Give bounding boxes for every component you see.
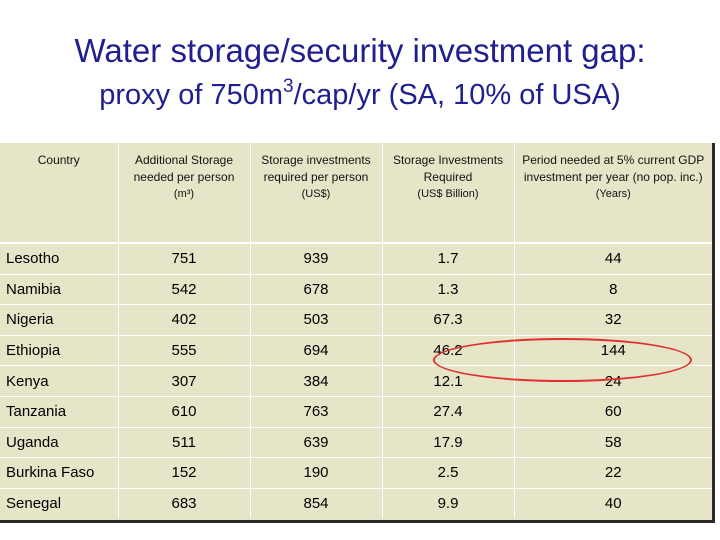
cell-investment-per-person: 694: [249, 335, 382, 367]
title-text-post: /cap/yr (SA, 10% of USA): [293, 79, 621, 111]
cell-period-years: 144: [513, 335, 712, 367]
table-row: Burkina Faso 152 190 2.5 22: [0, 457, 712, 489]
cell-investment-per-person: 763: [249, 396, 382, 428]
cell-period-years: 8: [513, 274, 712, 306]
cell-investment-per-person: 854: [249, 488, 382, 519]
cell-investment-required: 9.9: [381, 488, 514, 519]
cell-additional-storage: 610: [117, 396, 250, 428]
table-body: Lesotho 751 939 1.7 44 Namibia 542 678 1.3 8 Niger…: [0, 243, 712, 519]
cell-investment-required: 1.3: [381, 274, 514, 306]
cell-additional-storage: 402: [117, 304, 250, 336]
cell-period-years: 60: [513, 396, 712, 428]
cell-country: Tanzania: [0, 396, 118, 428]
table-row: Tanzania 610 763 27.4 60: [0, 396, 712, 428]
cell-investment-per-person: 503: [249, 304, 382, 336]
cell-investment-required: 12.1: [381, 365, 514, 397]
cell-additional-storage: 542: [117, 274, 250, 306]
cell-period-years: 44: [513, 243, 712, 275]
cell-additional-storage: 555: [117, 335, 250, 367]
header-unit: (Years): [595, 188, 631, 200]
header-investment-required: Storage Investments Required (US$ Billion…: [381, 143, 514, 244]
table-row: Senegal 683 854 9.9 40: [0, 488, 712, 519]
header-main: Country: [37, 153, 80, 167]
table-row: Nigeria 402 503 67.3 32: [0, 304, 712, 336]
cell-period-years: 22: [513, 457, 712, 489]
header-unit: (US$ Billion): [417, 188, 479, 200]
table-row: Lesotho 751 939 1.7 44: [0, 243, 712, 275]
cell-investment-per-person: 190: [249, 457, 382, 489]
header-period-needed: Period needed at 5% current GDP investme…: [513, 143, 712, 244]
title-text-pre: proxy of 750m: [99, 79, 283, 111]
header-main: Period needed at 5% current GDP investme…: [522, 153, 705, 184]
cell-investment-required: 46.2: [381, 335, 514, 367]
header-main: Storage Investments Required: [392, 153, 504, 184]
cell-investment-required: 67.3: [381, 304, 514, 336]
title-superscript: 3: [283, 76, 294, 97]
cell-investment-required: 1.7: [381, 243, 514, 275]
cell-country: Lesotho: [0, 243, 118, 275]
header-unit: (US$): [301, 188, 331, 200]
table-row: Ethiopia 555 694 46.2 144: [0, 335, 712, 367]
cell-country: Uganda: [0, 427, 118, 459]
cell-country: Kenya: [0, 365, 118, 397]
cell-period-years: 24: [513, 365, 712, 397]
header-investment-per-person: Storage investments required per person (…: [249, 143, 382, 244]
cell-investment-per-person: 639: [249, 427, 382, 459]
cell-investment-required: 27.4: [381, 396, 514, 428]
slide-title-line-2: proxy of 750m3/cap/yr (SA, 10% of USA): [0, 76, 720, 112]
slide-title-line-1: Water storage/security investment gap:: [74, 32, 646, 69]
cell-additional-storage: 307: [117, 365, 250, 397]
cell-investment-per-person: 384: [249, 365, 382, 397]
cell-investment-per-person: 939: [249, 243, 382, 275]
cell-period-years: 40: [513, 488, 712, 519]
cell-additional-storage: 511: [117, 427, 250, 459]
cell-country: Nigeria: [0, 304, 118, 336]
cell-additional-storage: 152: [117, 457, 250, 489]
investment-gap-table-container: Country Additional Storage needed per pe…: [0, 143, 715, 523]
header-main: Storage investments required per person: [261, 153, 371, 184]
header-additional-storage: Additional Storage needed per person (m³): [117, 143, 250, 244]
cell-period-years: 58: [513, 427, 712, 459]
header-country: Country: [0, 143, 118, 244]
cell-additional-storage: 683: [117, 488, 250, 519]
cell-country: Ethiopia: [0, 335, 118, 367]
cell-country: Namibia: [0, 274, 118, 306]
cell-period-years: 32: [513, 304, 712, 336]
cell-investment-required: 2.5: [381, 457, 514, 489]
cell-country: Burkina Faso: [0, 457, 118, 489]
cell-investment-per-person: 678: [249, 274, 382, 306]
table-row: Kenya 307 384 12.1 24: [0, 365, 712, 397]
investment-gap-table: Country Additional Storage needed per pe…: [0, 143, 712, 519]
cell-additional-storage: 751: [117, 243, 250, 275]
cell-investment-required: 17.9: [381, 427, 514, 459]
table-row: Uganda 511 639 17.9 58: [0, 427, 712, 459]
header-main: Additional Storage needed per person: [133, 153, 235, 184]
header-unit: (m³): [173, 188, 195, 200]
cell-country: Senegal: [6, 495, 62, 513]
table-header-row: Country Additional Storage needed per pe…: [0, 143, 712, 244]
table-row: Namibia 542 678 1.3 8: [0, 274, 712, 306]
